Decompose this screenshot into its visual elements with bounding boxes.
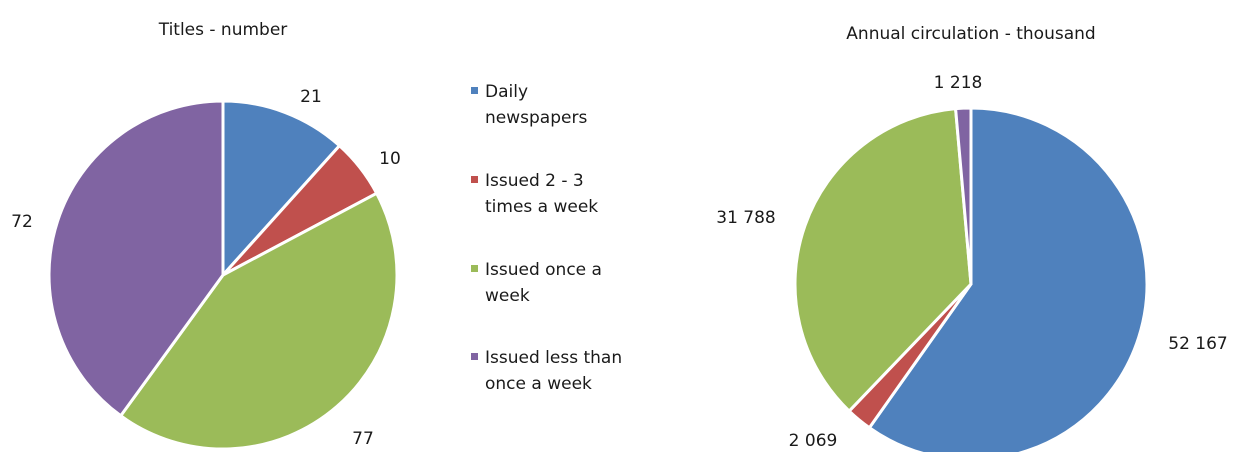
legend-label-once-line2: week bbox=[485, 286, 530, 306]
legend-swatch-daily bbox=[471, 87, 478, 94]
legend-label-less-line1: Issued less than bbox=[485, 348, 622, 368]
circulation-chart-title: Annual circulation - thousand bbox=[846, 24, 1095, 44]
circulation-slice-once bbox=[793, 107, 973, 413]
legend-label-two-three-line2: times a week bbox=[485, 197, 598, 217]
circulation-label-once: 31 788 bbox=[716, 208, 775, 228]
titles-pie-chart: Titles - number 21 10 77 72 bbox=[11, 20, 401, 451]
legend-item-less: Issued less than once a week bbox=[471, 348, 622, 394]
legend-label-daily-line1: Daily bbox=[485, 82, 528, 102]
legend-item-daily: Daily newspapers bbox=[471, 82, 587, 128]
legend-label-less-line2: once a week bbox=[485, 374, 592, 394]
titles-label-once: 77 bbox=[352, 429, 374, 449]
circulation-pie-slices bbox=[793, 106, 1149, 452]
circulation-label-daily: 52 167 bbox=[1168, 334, 1227, 354]
titles-slice-less bbox=[47, 99, 225, 418]
legend-swatch-two-three bbox=[471, 176, 478, 183]
titles-label-two-three: 10 bbox=[379, 149, 401, 169]
titles-pie-slices bbox=[47, 99, 399, 451]
legend-label-two-three-line1: Issued 2 - 3 bbox=[485, 171, 584, 191]
titles-chart-title: Titles - number bbox=[158, 20, 288, 40]
circulation-pie-chart: Annual circulation - thousand 52 167 2 0… bbox=[716, 24, 1228, 452]
legend-swatch-less bbox=[471, 353, 478, 360]
titles-label-less: 72 bbox=[11, 212, 33, 232]
legend-item-once: Issued once a week bbox=[471, 260, 602, 306]
legend-label-daily-line2: newspapers bbox=[485, 108, 587, 128]
titles-slice-daily bbox=[221, 99, 341, 277]
titles-slice-once bbox=[119, 191, 399, 451]
legend-item-two-three: Issued 2 - 3 times a week bbox=[471, 171, 598, 217]
circulation-slice-daily bbox=[867, 106, 1149, 452]
circulation-slice-less bbox=[954, 106, 973, 286]
legend: Daily newspapers Issued 2 - 3 times a we… bbox=[471, 82, 622, 394]
circulation-label-less: 1 218 bbox=[934, 73, 983, 93]
circulation-label-two-three: 2 069 bbox=[789, 431, 838, 451]
legend-label-once-line1: Issued once a bbox=[485, 260, 602, 280]
legend-swatch-once bbox=[471, 265, 478, 272]
titles-label-daily: 21 bbox=[300, 87, 322, 107]
